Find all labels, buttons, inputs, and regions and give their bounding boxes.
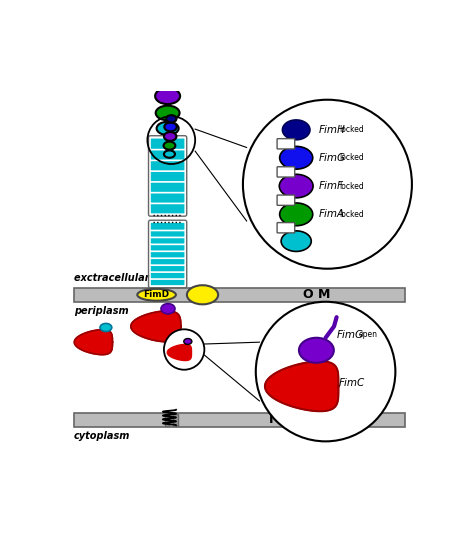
- Text: exctracellular space: exctracellular space: [74, 273, 184, 283]
- FancyBboxPatch shape: [150, 243, 185, 251]
- Text: locked: locked: [339, 125, 365, 134]
- Text: periplasm: periplasm: [74, 306, 128, 316]
- FancyBboxPatch shape: [150, 192, 185, 204]
- Ellipse shape: [280, 203, 313, 226]
- Ellipse shape: [155, 105, 180, 121]
- Text: FimF: FimF: [318, 181, 343, 191]
- FancyBboxPatch shape: [277, 167, 295, 177]
- Ellipse shape: [283, 120, 310, 140]
- FancyBboxPatch shape: [150, 257, 185, 265]
- FancyBboxPatch shape: [150, 270, 185, 279]
- Ellipse shape: [164, 150, 175, 158]
- Ellipse shape: [161, 304, 175, 314]
- FancyBboxPatch shape: [150, 264, 185, 272]
- Ellipse shape: [155, 70, 181, 87]
- Ellipse shape: [164, 142, 175, 150]
- Ellipse shape: [155, 88, 180, 104]
- Ellipse shape: [137, 289, 176, 301]
- Text: cytoplasm: cytoplasm: [74, 431, 130, 441]
- Circle shape: [256, 302, 395, 441]
- Text: FimA: FimA: [318, 210, 344, 219]
- Polygon shape: [74, 330, 112, 355]
- Ellipse shape: [281, 231, 311, 251]
- FancyBboxPatch shape: [150, 277, 185, 286]
- Ellipse shape: [184, 338, 192, 344]
- FancyBboxPatch shape: [150, 222, 185, 230]
- Bar: [164, 414, 170, 426]
- Text: locked: locked: [339, 153, 365, 162]
- Ellipse shape: [100, 324, 112, 332]
- Ellipse shape: [187, 285, 218, 304]
- FancyBboxPatch shape: [150, 148, 185, 160]
- Ellipse shape: [279, 174, 313, 198]
- Ellipse shape: [156, 122, 179, 135]
- Ellipse shape: [280, 147, 313, 169]
- FancyBboxPatch shape: [150, 203, 185, 214]
- Bar: [173, 414, 178, 426]
- Ellipse shape: [299, 338, 334, 363]
- Ellipse shape: [166, 115, 176, 123]
- Text: locked: locked: [339, 181, 365, 191]
- Text: locked: locked: [339, 210, 365, 219]
- FancyBboxPatch shape: [150, 170, 185, 182]
- FancyBboxPatch shape: [150, 250, 185, 258]
- Text: FimH: FimH: [318, 125, 345, 135]
- FancyBboxPatch shape: [150, 229, 185, 237]
- FancyBboxPatch shape: [277, 138, 295, 149]
- FancyBboxPatch shape: [150, 181, 185, 193]
- Polygon shape: [167, 344, 191, 361]
- Text: O M: O M: [303, 288, 330, 301]
- Polygon shape: [131, 311, 181, 342]
- Ellipse shape: [164, 132, 176, 141]
- Bar: [74, 288, 405, 302]
- FancyBboxPatch shape: [150, 159, 185, 171]
- Circle shape: [164, 329, 204, 370]
- FancyBboxPatch shape: [277, 223, 295, 233]
- FancyBboxPatch shape: [150, 138, 185, 150]
- Ellipse shape: [164, 123, 177, 131]
- Circle shape: [243, 100, 412, 269]
- Text: open: open: [359, 330, 378, 339]
- FancyBboxPatch shape: [150, 236, 185, 244]
- Text: FimG: FimG: [318, 153, 345, 163]
- Bar: [74, 413, 405, 427]
- Polygon shape: [265, 361, 338, 411]
- Text: I M: I M: [269, 413, 290, 426]
- Text: FimD: FimD: [144, 291, 170, 299]
- Text: FimG: FimG: [337, 330, 364, 340]
- FancyBboxPatch shape: [277, 195, 295, 205]
- Ellipse shape: [158, 54, 179, 68]
- Text: FimC: FimC: [338, 377, 365, 388]
